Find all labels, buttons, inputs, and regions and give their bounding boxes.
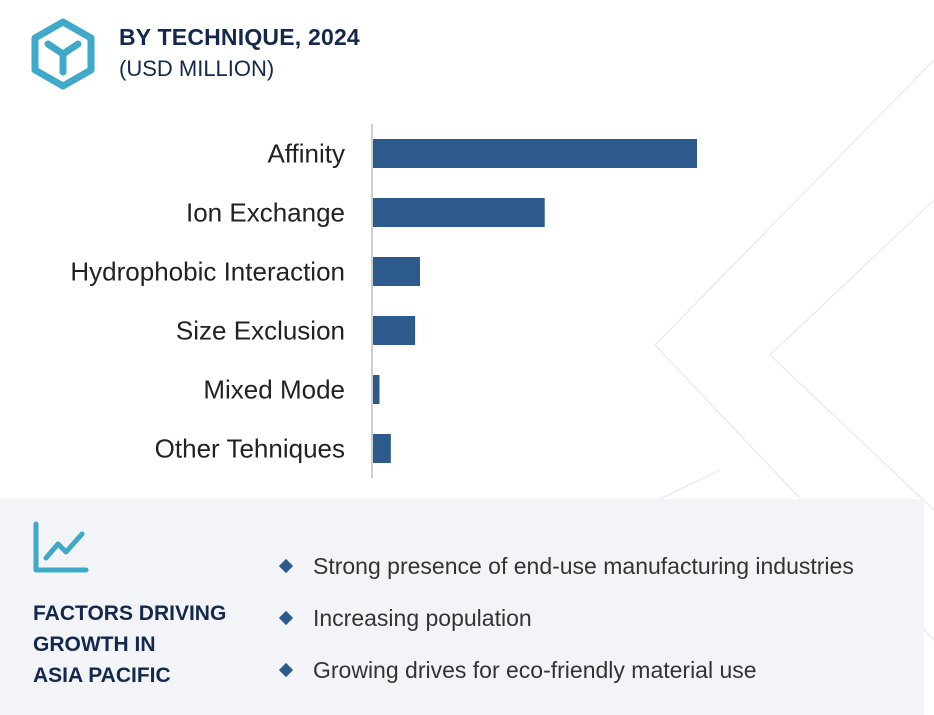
category-label: Ion Exchange [186,198,345,228]
bar [373,434,391,463]
bar-chart: Affinity Ion Exchange Hydrophobic Interact… [70,124,697,478]
factors-panel [0,499,924,715]
factors-heading: FACTORS DRIVING GROWTH IN ASIA PACIFIC [33,602,227,687]
category-label: Size Exclusion [176,316,345,346]
diamond-bullet-icon [278,662,294,678]
factor-text: Increasing population [313,604,532,631]
chart-title: BY TECHNIQUE, 2024 [119,24,360,50]
factor-item: Growing drives for eco-friendly material… [276,644,854,696]
chart-subtitle: (USD MILLION) [119,56,275,81]
bar [373,316,416,345]
factor-text: Strong presence of end-use manufacturing… [313,552,854,579]
diamond-bullet-icon [278,558,294,574]
factor-item: Strong presence of end-use manufacturing… [276,540,854,592]
diamond-bullet-icon [278,610,294,626]
factor-item: Increasing population [276,592,854,644]
category-label: Mixed Mode [203,375,345,405]
cube-y-icon [31,18,95,90]
category-label: Hydrophobic Interaction [70,257,345,287]
factor-text: Growing drives for eco-friendly material… [313,656,757,683]
bar [373,257,420,286]
trend-chart-icon [33,521,89,573]
bar [373,198,545,227]
category-label: Other Tehniques [155,434,345,464]
bar [373,139,697,168]
category-label: Affinity [267,139,345,169]
factors-list: Strong presence of end-use manufacturing… [276,540,854,696]
bar [373,375,380,404]
